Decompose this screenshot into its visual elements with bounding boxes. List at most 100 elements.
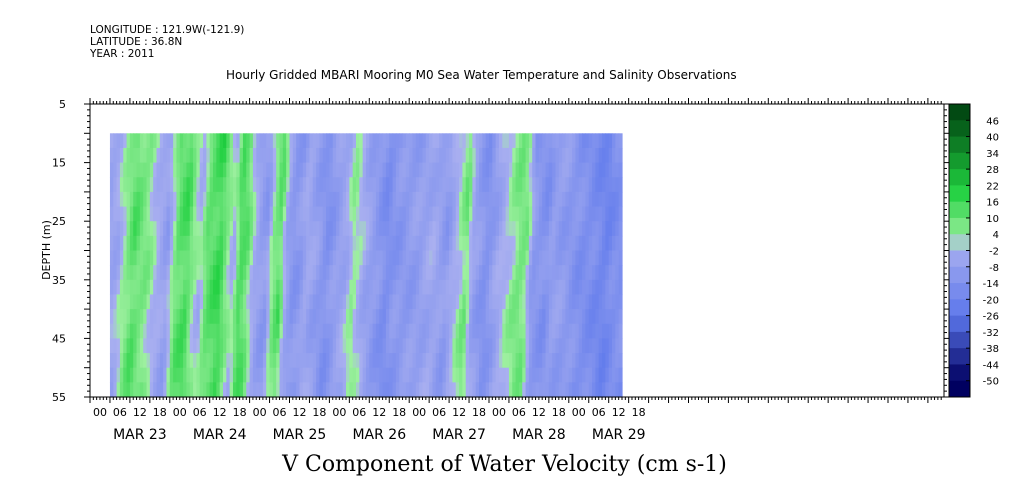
heatmap-cell: [312, 250, 317, 266]
heatmap-cell: [173, 382, 178, 398]
heatmap-cell: [259, 382, 264, 398]
heatmap-cell: [322, 162, 327, 178]
heatmap-cell: [292, 206, 297, 222]
heatmap-cell: [223, 309, 227, 325]
heatmap-cell: [299, 382, 304, 398]
heatmap-cell: [349, 279, 354, 296]
heatmap-cell: [505, 133, 510, 149]
heatmap-cell: [229, 133, 234, 149]
heatmap-cell: [425, 309, 430, 325]
heatmap-cell: [169, 250, 174, 266]
heatmap-cell: [176, 353, 181, 369]
heatmap-cell: [372, 206, 377, 222]
heatmap-cell: [548, 206, 553, 222]
heatmap-cell: [179, 191, 184, 208]
heatmap-cell: [382, 221, 387, 237]
heatmap-cell: [186, 206, 191, 222]
heatmap-cell: [116, 367, 121, 383]
heatmap-cell: [326, 367, 330, 383]
heatmap-cell: [462, 309, 467, 325]
heatmap-cell: [498, 250, 503, 266]
heatmap-cell: [143, 206, 148, 222]
heatmap-cell: [482, 177, 487, 193]
heatmap-cell: [442, 294, 447, 310]
heatmap-cell: [472, 353, 477, 369]
heatmap-cell: [319, 382, 324, 398]
heatmap-cell: [279, 382, 284, 398]
heatmap-cell: [455, 250, 460, 266]
heatmap-cell: [515, 162, 520, 178]
heatmap-cell: [479, 206, 483, 222]
x-hour-tick-label: 00: [253, 406, 267, 419]
heatmap-cell: [269, 353, 274, 369]
heatmap-cell: [598, 221, 603, 237]
heatmap-cell: [435, 279, 440, 296]
heatmap-cell: [612, 382, 616, 398]
heatmap-cell: [572, 279, 577, 296]
heatmap-cell: [336, 147, 340, 164]
heatmap-cell: [156, 162, 161, 178]
heatmap-cell: [276, 235, 281, 252]
heatmap-cell: [306, 265, 311, 281]
colorbar-band: [949, 136, 970, 154]
heatmap-cell: [505, 382, 510, 398]
heatmap-cell: [362, 279, 367, 296]
heatmap-cell: [442, 235, 447, 252]
heatmap-cell: [552, 235, 557, 252]
heatmap-cell: [422, 147, 427, 164]
heatmap-cell: [479, 177, 483, 193]
heatmap-cell: [422, 309, 427, 325]
heatmap-cell: [146, 191, 151, 208]
heatmap-cell: [445, 309, 450, 325]
heatmap-cell: [216, 323, 221, 339]
heatmap-cell: [588, 177, 593, 193]
heatmap-cell: [425, 353, 430, 369]
heatmap-cell: [395, 382, 400, 398]
heatmap-cell: [183, 177, 188, 193]
heatmap-cell: [109, 147, 114, 164]
heatmap-cell: [605, 265, 610, 281]
heatmap-cell: [299, 367, 304, 383]
heatmap-cell: [139, 162, 144, 178]
heatmap-cell: [525, 250, 530, 266]
heatmap-cell: [129, 147, 134, 164]
heatmap-cell: [332, 367, 337, 383]
heatmap-cell: [123, 177, 128, 193]
heatmap-cell: [452, 191, 457, 208]
heatmap-cell: [272, 294, 277, 310]
heatmap-cell: [159, 353, 164, 369]
x-hour-tick-label: 06: [592, 406, 606, 419]
heatmap-cell: [219, 235, 224, 252]
heatmap-cell: [558, 147, 563, 164]
heatmap-cell: [409, 206, 414, 222]
heatmap-cell: [226, 133, 231, 149]
heatmap-cell: [226, 147, 231, 164]
heatmap-cell: [116, 191, 121, 208]
heatmap-cell: [429, 338, 434, 354]
heatmap-cell: [269, 338, 274, 354]
heatmap-cell: [472, 147, 477, 164]
heatmap-cell: [575, 323, 580, 339]
heatmap-cell: [289, 250, 294, 266]
heatmap-cell: [143, 382, 148, 398]
heatmap-cell: [585, 206, 590, 222]
heatmap-cell: [545, 367, 550, 383]
heatmap-cell: [379, 191, 384, 208]
heatmap-cell: [242, 294, 247, 310]
heatmap-cell: [252, 162, 257, 178]
heatmap-cell: [555, 323, 560, 339]
heatmap-cell: [389, 191, 394, 208]
heatmap-cell: [292, 162, 297, 178]
heatmap-cell: [602, 162, 606, 178]
heatmap-cell: [189, 133, 194, 149]
heatmap-cell: [465, 221, 470, 237]
heatmap-cell: [588, 221, 593, 237]
heatmap-cell: [555, 191, 560, 208]
heatmap-cell: [548, 235, 553, 252]
heatmap-cell: [482, 221, 487, 237]
heatmap-cell: [618, 162, 623, 178]
heatmap-cell: [252, 206, 257, 222]
heatmap-cell: [146, 279, 151, 296]
heatmap-cell: [256, 323, 261, 339]
heatmap-cell: [545, 265, 550, 281]
